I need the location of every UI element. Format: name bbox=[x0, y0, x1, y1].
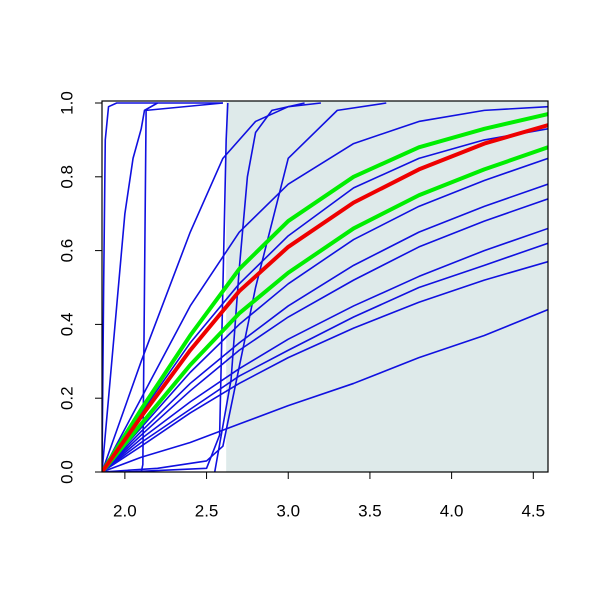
y-tick-label: 0.8 bbox=[57, 165, 76, 189]
curve bbox=[102, 102, 387, 472]
x-tick-label: 3.0 bbox=[276, 501, 300, 520]
curve bbox=[102, 242, 548, 472]
x-tick-label: 2.0 bbox=[113, 501, 137, 520]
curve bbox=[102, 260, 548, 472]
curve bbox=[102, 105, 548, 472]
curve bbox=[140, 102, 223, 472]
curve bbox=[102, 308, 548, 472]
curve bbox=[102, 102, 158, 472]
curve bbox=[124, 102, 229, 472]
y-tick-label: 0.4 bbox=[57, 313, 76, 337]
curve bbox=[102, 102, 322, 472]
curve bbox=[102, 128, 548, 472]
plot-box bbox=[101, 100, 549, 473]
curve bbox=[102, 157, 548, 472]
x-tick-label: 2.5 bbox=[195, 501, 219, 520]
y-tick-label: 1.0 bbox=[57, 91, 76, 115]
curve bbox=[102, 145, 548, 472]
curves bbox=[102, 102, 548, 472]
x-tick-label: 4.5 bbox=[521, 501, 545, 520]
curve bbox=[102, 227, 548, 472]
curve bbox=[102, 102, 223, 472]
curve bbox=[102, 112, 548, 472]
curve bbox=[213, 102, 305, 472]
y-tick-label: 0.6 bbox=[57, 239, 76, 263]
curve bbox=[102, 183, 548, 472]
curve bbox=[102, 123, 548, 472]
x-tick-label: 4.0 bbox=[440, 501, 464, 520]
curve bbox=[102, 198, 548, 472]
y-tick-label: 0.2 bbox=[57, 386, 76, 410]
y-tick-label: 0.0 bbox=[57, 460, 76, 484]
x-tick-label: 3.5 bbox=[358, 501, 382, 520]
